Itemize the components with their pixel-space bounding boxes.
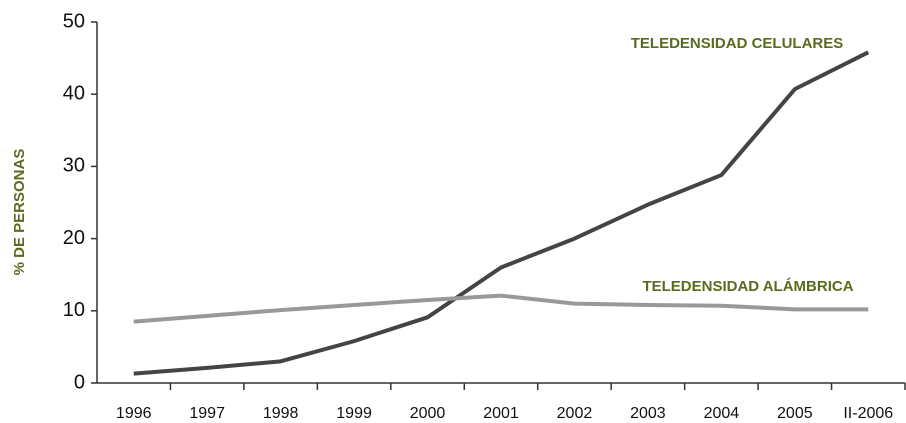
series-label: TELEDENSIDAD ALÁMBRICA [642, 278, 853, 295]
y-axis-label: % DE PERSONAS [11, 149, 28, 276]
y-tick-label: 30 [63, 155, 85, 177]
x-tick-label: 1996 [116, 405, 152, 422]
y-tick-label: 40 [63, 82, 85, 104]
x-tick-label: II-2006 [843, 405, 893, 422]
y-tick-label: 10 [63, 299, 85, 321]
x-tick-label: 1999 [336, 405, 372, 422]
x-tick-label: 2005 [777, 405, 813, 422]
line [133, 293, 869, 324]
y-tick-label: 50 [63, 10, 85, 32]
y-tick-label: 0 [74, 371, 85, 393]
x-tick-label: 2003 [630, 405, 666, 422]
x-tick-label: 1997 [189, 405, 225, 422]
y-tick-label: 20 [63, 227, 85, 249]
x-tick-label: 2001 [483, 405, 519, 422]
line [133, 50, 870, 376]
series-label: TELEDENSIDAD CELULARES [631, 35, 844, 52]
x-tick-label: 2000 [410, 405, 446, 422]
x-tick-label: 1998 [263, 405, 299, 422]
x-tick-label: 2004 [704, 405, 740, 422]
x-tick-label: 2002 [557, 405, 593, 422]
